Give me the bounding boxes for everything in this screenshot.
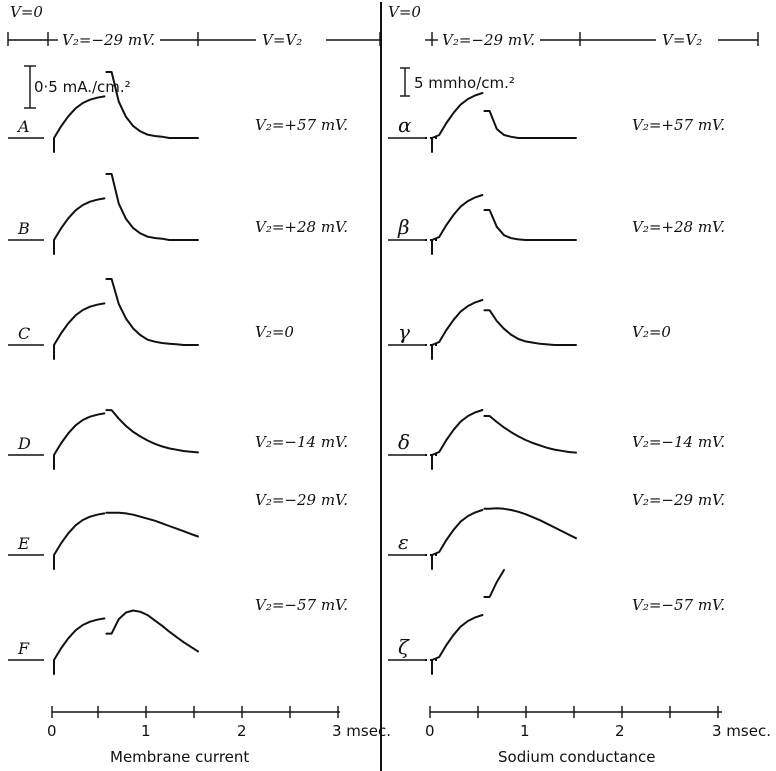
trace-F-phase2 bbox=[105, 609, 199, 653]
trace-D-phase1 bbox=[53, 412, 106, 470]
trace-δ-phase2 bbox=[483, 415, 577, 454]
trace-B-phase1 bbox=[53, 197, 106, 255]
trace-E-phase2 bbox=[105, 511, 199, 538]
trace-ζ-phase2 bbox=[483, 569, 505, 598]
series-label-C: C bbox=[18, 324, 30, 343]
trace-C-phase2 bbox=[105, 278, 199, 346]
trace-E-phase1 bbox=[53, 512, 106, 570]
trace-γ-phase2 bbox=[483, 309, 577, 346]
trace-ε-phase1 bbox=[431, 509, 484, 570]
left-tick-0: 0 bbox=[47, 722, 57, 740]
trace-C-phase1 bbox=[53, 302, 106, 360]
trace-α-phase2 bbox=[483, 110, 577, 139]
trace-D-phase2 bbox=[105, 409, 199, 454]
trace-δ-phase1 bbox=[431, 409, 484, 470]
right-tick-2: 2 bbox=[615, 722, 625, 740]
series-label-F: F bbox=[17, 639, 30, 658]
trace-β-phase2 bbox=[483, 209, 577, 241]
trace-β-phase1 bbox=[431, 194, 484, 255]
v2-label-δ: V₂=−14 mV. bbox=[632, 433, 725, 451]
right-phase-vv2: V=V₂ bbox=[662, 31, 702, 49]
left-tick-1: 1 bbox=[141, 722, 151, 740]
trace-A-phase1 bbox=[53, 95, 106, 153]
trace-B-phase2 bbox=[105, 173, 199, 241]
series-label-δ: δ bbox=[398, 430, 410, 454]
left-phase-v2-29: V₂=−29 mV. bbox=[62, 31, 155, 49]
right-phase-header: V=0 V₂=−29 mV. V=V₂ bbox=[388, 3, 759, 49]
left-phase-header: V=0 V₂=−29 mV. V=V₂ bbox=[7, 3, 381, 49]
traces: A V₂=+57 mV. B V₂=+28 mV. C V₂=0 D V₂=−14 mV. E V… bbox=[8, 71, 725, 675]
v2-label-ζ: V₂=−57 mV. bbox=[632, 596, 725, 614]
v2-label-D: V₂=−14 mV. bbox=[255, 433, 348, 451]
series-label-β: β bbox=[397, 215, 410, 239]
v2-label-β: V₂=+28 mV. bbox=[632, 218, 725, 236]
series-label-E: E bbox=[17, 534, 30, 553]
trace-A-phase2 bbox=[105, 71, 199, 139]
right-tick-0: 0 bbox=[425, 722, 435, 740]
v2-label-α: V₂=+57 mV. bbox=[632, 116, 725, 134]
series-label-ζ: ζ bbox=[398, 635, 410, 659]
v2-label-E: V₂=−29 mV. bbox=[255, 491, 348, 509]
trace-ε-phase2 bbox=[483, 507, 577, 540]
right-x-axis: 0 1 2 3 msec. Sodium conductance bbox=[425, 706, 771, 766]
left-tick-3: 3 msec. bbox=[332, 722, 391, 740]
right-phase-v2-29: V₂=−29 mV. bbox=[442, 31, 535, 49]
right-x-label: Sodium conductance bbox=[498, 748, 656, 766]
right-tick-1: 1 bbox=[520, 722, 530, 740]
trace-ζ-phase1 bbox=[431, 614, 484, 675]
series-label-A: A bbox=[16, 117, 30, 136]
v2-label-F: V₂=−57 mV. bbox=[255, 596, 348, 614]
trace-F-phase1 bbox=[53, 617, 106, 675]
left-x-label: Membrane current bbox=[110, 748, 249, 766]
left-x-axis: 0 1 2 3 msec. Membrane current bbox=[47, 706, 391, 766]
series-label-α: α bbox=[398, 113, 412, 137]
left-phase-vv2: V=V₂ bbox=[262, 31, 302, 49]
trace-α-phase1 bbox=[431, 92, 484, 153]
left-phase-v0: V=0 bbox=[10, 3, 43, 21]
series-label-D: D bbox=[17, 434, 31, 453]
v2-label-B: V₂=+28 mV. bbox=[255, 218, 348, 236]
right-scale-label: 5 mmho/cm.² bbox=[414, 74, 515, 92]
left-tick-2: 2 bbox=[237, 722, 247, 740]
right-tick-3: 3 msec. bbox=[712, 722, 771, 740]
right-phase-v0: V=0 bbox=[388, 3, 421, 21]
left-scale-label: 0·5 mA./cm.² bbox=[34, 78, 131, 96]
trace-γ-phase1 bbox=[431, 299, 484, 360]
v2-label-C: V₂=0 bbox=[255, 323, 294, 341]
series-label-B: B bbox=[17, 219, 30, 238]
v2-label-ε: V₂=−29 mV. bbox=[632, 491, 725, 509]
left-scale-bar: 0·5 mA./cm.² bbox=[24, 65, 131, 109]
series-label-ε: ε bbox=[398, 530, 409, 554]
v2-label-γ: V₂=0 bbox=[632, 323, 671, 341]
v2-label-A: V₂=+57 mV. bbox=[255, 116, 348, 134]
series-label-γ: γ bbox=[398, 320, 410, 344]
right-scale-bar: 5 mmho/cm.² bbox=[400, 67, 515, 97]
